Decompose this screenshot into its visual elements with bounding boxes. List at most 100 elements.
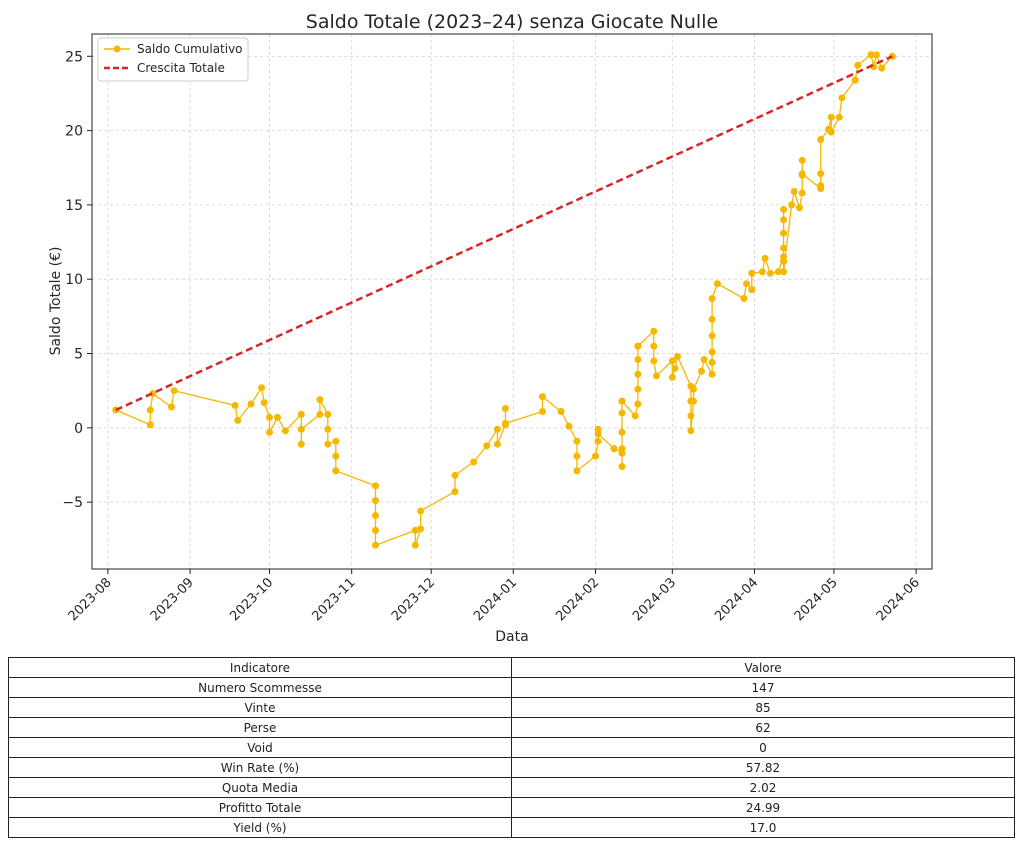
legend-label-saldo: Saldo Cumulativo (137, 42, 243, 56)
data-point (634, 370, 642, 378)
table-row: Quota Media 2.02 (8, 777, 1015, 798)
table-cell: Numero Scommesse (8, 677, 512, 698)
data-point (332, 437, 340, 445)
data-point (878, 64, 886, 72)
table-row: Numero Scommesse 147 (8, 677, 1015, 698)
data-point (838, 94, 846, 102)
data-point (780, 257, 788, 265)
y-tick-label: 10 (65, 272, 83, 288)
data-point (332, 452, 340, 460)
data-point (539, 393, 546, 401)
data-point (867, 51, 875, 59)
data-point (671, 364, 679, 372)
data-point (634, 385, 642, 393)
table-cell: Yield (%) (8, 817, 512, 838)
x-tick-label: 2023-09 (148, 575, 197, 624)
data-point (539, 408, 546, 415)
data-point (780, 216, 788, 224)
data-point (234, 416, 242, 424)
legend-marker-saldo (113, 45, 121, 53)
data-point (854, 61, 862, 69)
data-point (674, 353, 682, 360)
table-row: Void 0 (8, 737, 1015, 758)
table-header-cell: Indicatore (8, 657, 512, 678)
x-tick-label: 2024-02 (553, 575, 602, 624)
table-header-row: Indicatore Valore (8, 657, 1015, 678)
data-point (316, 410, 324, 418)
data-point (470, 458, 478, 466)
data-point (758, 268, 766, 276)
legend: Saldo Cumulativo Crescita Totale (97, 37, 249, 82)
data-point (258, 384, 266, 392)
table-cell: 57.82 (511, 757, 1015, 778)
data-point (798, 156, 806, 164)
data-point (281, 427, 289, 435)
axis-ticks: 2023-08 2023-09 2023-10 2023-11 2023-12 2024-… (62, 49, 923, 624)
data-point (790, 188, 798, 195)
data-point (493, 440, 501, 448)
data-point (274, 413, 281, 421)
data-point (708, 315, 716, 323)
grid (92, 34, 932, 569)
data-point (610, 445, 618, 453)
data-point (149, 390, 157, 398)
table-row: Profitto Totale 24.99 (8, 797, 1015, 818)
legend-box (97, 37, 249, 82)
x-tick-label: 2024-04 (712, 575, 761, 624)
data-point (618, 445, 626, 453)
data-point (650, 342, 658, 350)
data-point (650, 357, 658, 365)
data-point (247, 400, 255, 408)
data-point (372, 526, 379, 534)
y-tick-label: 0 (74, 421, 83, 437)
data-point (668, 373, 676, 381)
data-point (565, 422, 573, 430)
data-point (631, 412, 639, 420)
data-point (411, 526, 419, 534)
data-point (708, 370, 716, 378)
data-point (690, 397, 697, 405)
table-cell: Profitto Totale (8, 797, 512, 818)
data-point (372, 497, 379, 505)
x-tick-label: 2023-10 (227, 575, 276, 624)
data-point (761, 254, 769, 262)
data-point (372, 482, 379, 490)
data-point (594, 430, 602, 438)
data-point (411, 541, 419, 549)
data-point (231, 402, 239, 409)
plot-area (112, 51, 896, 549)
data-point (594, 437, 602, 445)
data-point (324, 440, 332, 448)
data-point (634, 342, 642, 350)
data-point (780, 229, 788, 237)
data-point (618, 428, 626, 436)
data-point (483, 442, 491, 450)
data-point (266, 428, 273, 436)
data-point (817, 136, 825, 143)
y-axis-label: Saldo Totale (€) (48, 247, 64, 356)
data-point (780, 268, 788, 276)
chart-title: Saldo Totale (2023–24) senza Giocate Nul… (306, 11, 718, 33)
table-header-cell: Valore (511, 657, 1015, 678)
table-row: Vinte 85 (8, 697, 1015, 718)
table-row: Yield (%) 17.0 (8, 817, 1015, 838)
x-axis-label: Data (495, 629, 528, 645)
data-point (708, 295, 716, 302)
data-point (652, 372, 660, 380)
data-point (780, 244, 788, 252)
legend-label-crescita: Crescita Totale (137, 61, 225, 75)
x-tick-label: 2023-12 (389, 575, 438, 624)
data-point (796, 204, 803, 212)
data-point (817, 182, 825, 190)
data-point (372, 512, 379, 519)
data-point (618, 463, 626, 470)
data-point (634, 356, 642, 363)
data-point (260, 399, 268, 407)
data-point (324, 425, 332, 433)
data-point (748, 269, 756, 277)
data-point (708, 348, 716, 356)
data-point (748, 286, 756, 294)
data-point (146, 421, 154, 429)
series-line-saldo-cumulativo (115, 54, 893, 546)
data-point (332, 467, 340, 475)
